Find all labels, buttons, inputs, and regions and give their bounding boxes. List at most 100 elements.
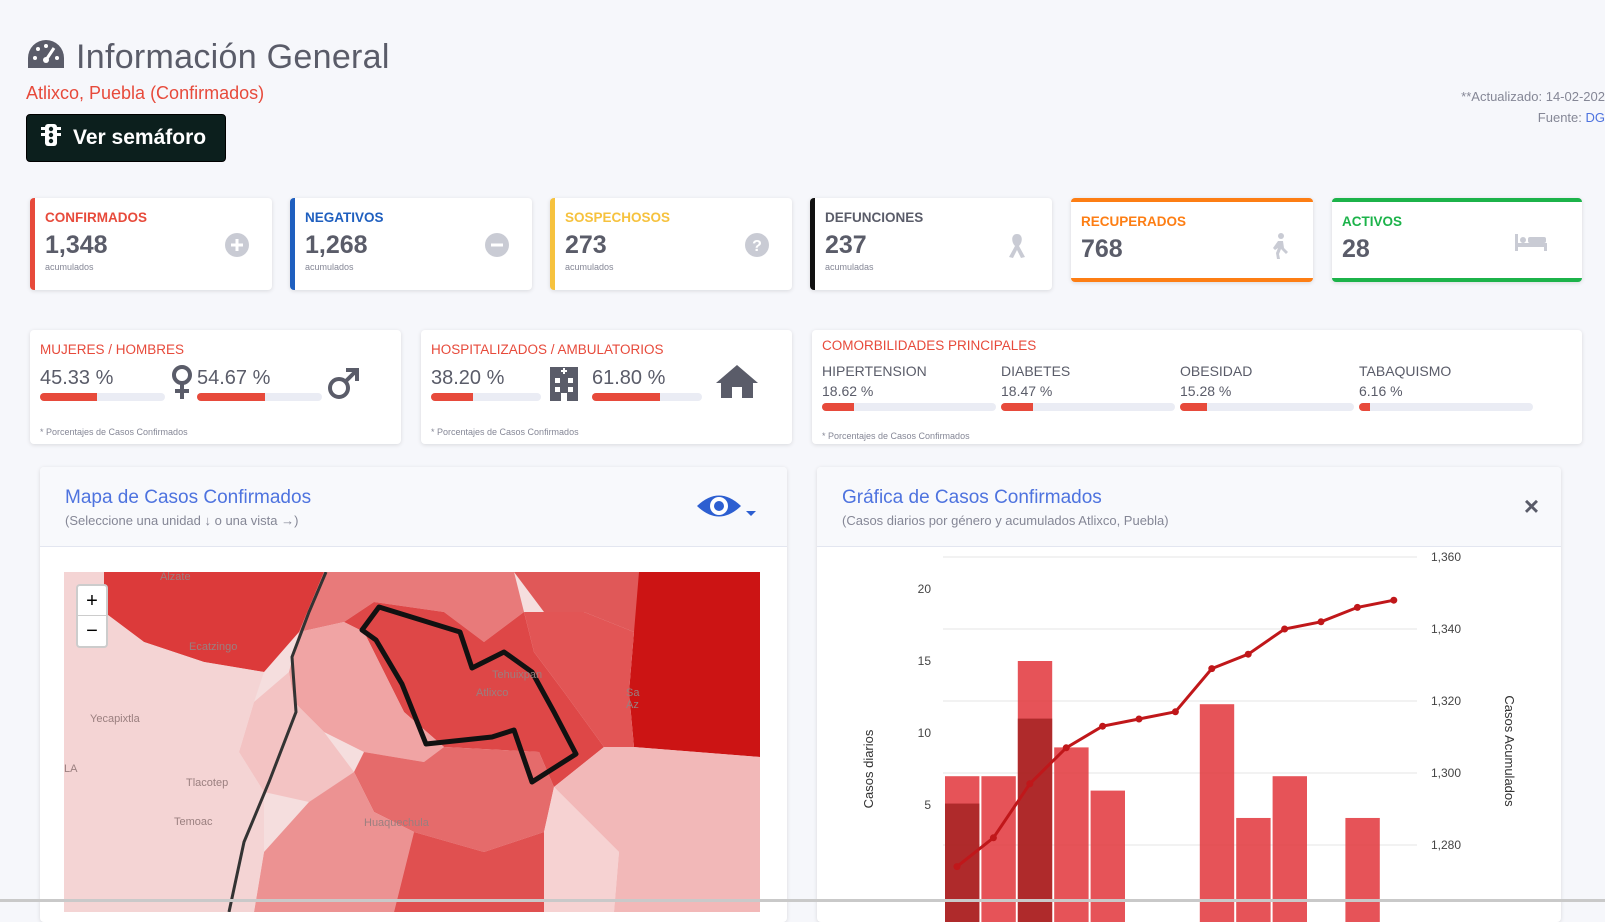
map-place-label: Ecatzingo: [189, 641, 237, 653]
zoom-in-button[interactable]: +: [78, 586, 106, 616]
choropleth-map[interactable]: Alzate Ecatzingo Yecapixtla LA Tlacotep …: [64, 572, 760, 912]
stat-value: 273: [565, 231, 607, 259]
minus-circle-icon: [484, 232, 510, 263]
stat-card-confirmados[interactable]: CONFIRMADOS 1,348 acumulados: [30, 198, 272, 290]
comorbidity-value: 6.16 %: [1359, 383, 1403, 399]
cumulative-point: [1244, 650, 1252, 658]
map-zoom-control: + −: [76, 584, 108, 648]
comorbidity-label: HIPERTENSION: [822, 363, 927, 379]
zoom-out-button[interactable]: −: [86, 620, 98, 642]
comorbidity-value: 18.62 %: [822, 383, 874, 399]
cumulative-point: [1208, 665, 1216, 673]
cumulative-point: [1317, 618, 1325, 626]
hosp-title: HOSPITALIZADOS / AMBULATORIOS: [431, 342, 664, 357]
stat-card-negativos[interactable]: NEGATIVOS 1,268 acumulados: [290, 198, 532, 290]
map-title: Mapa de Casos Confirmados: [65, 487, 312, 508]
chart-subtitle: (Casos diarios por género y acumulados A…: [842, 513, 1169, 528]
map-panel: Mapa de Casos Confirmados (Seleccione un…: [40, 467, 787, 922]
stat-card-defunciones[interactable]: DEFUNCIONES 237 acumuladas: [810, 198, 1052, 290]
cumulative-point: [989, 834, 997, 842]
hosp-note: * Porcentajes de Casos Confirmados: [431, 427, 579, 437]
stat-value: 1,348: [45, 231, 108, 259]
map-place-label: Tehuixpan: [492, 669, 542, 681]
hospital-icon: [548, 361, 580, 406]
comorbidity-diabetes: DIABETES 18.47 %: [1001, 363, 1175, 411]
map-place-label: Alzate: [160, 572, 191, 583]
stat-card-activos[interactable]: ACTIVOS 28: [1332, 198, 1582, 282]
cases-chart: 1,280 1,300 1,320 1,340 1,360 5 10 15 20 Casos di…: [861, 550, 1517, 922]
comorbidity-hipertension: HIPERTENSION 18.62 %: [822, 363, 996, 411]
map-place-label: Az: [626, 699, 639, 711]
map-place-label: Huaquechula: [364, 817, 430, 829]
y-tick-label: 20: [918, 582, 932, 596]
hospitalized-bar: [431, 393, 541, 401]
y-tick-label: 5: [924, 798, 931, 812]
male-icon: [326, 367, 360, 406]
bar: [1272, 776, 1307, 922]
map-place-label: Sa: [626, 687, 640, 699]
stat-label: SOSPECHOSOS: [565, 210, 671, 225]
bed-icon: [1514, 232, 1548, 257]
y2-tick-label: 1,280: [1431, 838, 1461, 852]
women-percent: 45.33 %: [40, 367, 114, 389]
cumulative-point: [1062, 744, 1070, 752]
stat-label: ACTIVOS: [1342, 214, 1403, 229]
chart-title: Gráfica de Casos Confirmados: [842, 487, 1102, 508]
ver-semaforo-label: Ver semáforo: [73, 126, 207, 149]
hospitalization-card: HOSPITALIZADOS / AMBULATORIOS 38.20 % 61…: [421, 330, 792, 444]
question-circle-icon: ?: [744, 232, 770, 263]
hospitalized-percent: 38.20 %: [431, 367, 505, 389]
map-place-label: LA: [64, 763, 78, 775]
gender-note: * Porcentajes de Casos Confirmados: [40, 427, 188, 437]
gender-card: MUJERES / HOMBRES 45.33 % 54.67 % * Porc…: [30, 330, 401, 444]
comorbidity-tabaquismo: TABAQUISMO 6.16 %: [1359, 363, 1533, 411]
ambulatory-bar: [592, 393, 702, 401]
cumulative-point: [1171, 708, 1179, 716]
view-dropdown-eye-icon[interactable]: [695, 489, 757, 528]
map-subtitle-part: ): [294, 513, 299, 528]
page-header: Información General Atlixco, Puebla (Con…: [26, 38, 390, 162]
update-info: **Actualizado: 14-02-202 Fuente: DG: [1461, 86, 1605, 128]
comorbidity-value: 15.28 %: [1180, 383, 1232, 399]
cumulative-point: [1353, 603, 1361, 611]
comorbidity-label: DIABETES: [1001, 363, 1071, 379]
ver-semaforo-button[interactable]: Ver semáforo: [26, 114, 226, 162]
close-icon[interactable]: ×: [1523, 491, 1539, 521]
women-bar: [40, 393, 165, 401]
cumulative-point: [1026, 780, 1034, 788]
map-place-label: Temoac: [174, 816, 213, 828]
map-area[interactable]: Alzate Ecatzingo Yecapixtla LA Tlacotep …: [64, 572, 760, 912]
stat-value: 768: [1081, 235, 1123, 263]
stat-sub: acumulados: [305, 262, 354, 272]
location-subtitle: Atlixco, Puebla (Confirmados): [26, 83, 265, 103]
stat-sub: acumulados: [565, 262, 614, 272]
comorbidity-bar: [822, 403, 996, 411]
map-place-label: Yecapixtla: [90, 713, 141, 725]
comorbidity-bar: [1001, 403, 1175, 411]
cumulative-point: [1099, 722, 1107, 730]
cumulative-point: [953, 863, 961, 871]
comorbidities-title: COMORBILIDADES PRINCIPALES: [822, 338, 1037, 353]
comorbidities-card: COMORBILIDADES PRINCIPALES HIPERTENSION …: [812, 330, 1582, 444]
gender-title: MUJERES / HOMBRES: [40, 342, 185, 357]
source-link[interactable]: DG: [1585, 110, 1605, 125]
stat-card-recuperados[interactable]: RECUPERADOS 768: [1071, 198, 1313, 282]
home-icon: [714, 363, 760, 404]
cumulative-point: [1281, 625, 1289, 633]
bar: [1054, 747, 1089, 922]
source-label: Fuente:: [1537, 110, 1586, 125]
bar: [981, 776, 1016, 922]
walking-icon: [1269, 232, 1291, 265]
stat-label: NEGATIVOS: [305, 210, 384, 225]
female-icon: [170, 365, 194, 406]
stat-sub: acumuladas: [825, 262, 874, 272]
ribbon-icon: [1004, 232, 1030, 265]
comorbidity-value: 18.47 %: [1001, 383, 1053, 399]
stat-value: 1,268: [305, 231, 368, 259]
map-place-label: Atlixco: [476, 687, 508, 699]
stat-label: CONFIRMADOS: [45, 210, 147, 225]
arrow-right-icon: →: [281, 513, 295, 528]
comorbidity-obesidad: OBESIDAD 15.28 %: [1180, 363, 1354, 411]
men-bar: [197, 393, 322, 401]
stat-card-sospechosos[interactable]: SOSPECHOSOS 273 acumulados ?: [550, 198, 792, 290]
